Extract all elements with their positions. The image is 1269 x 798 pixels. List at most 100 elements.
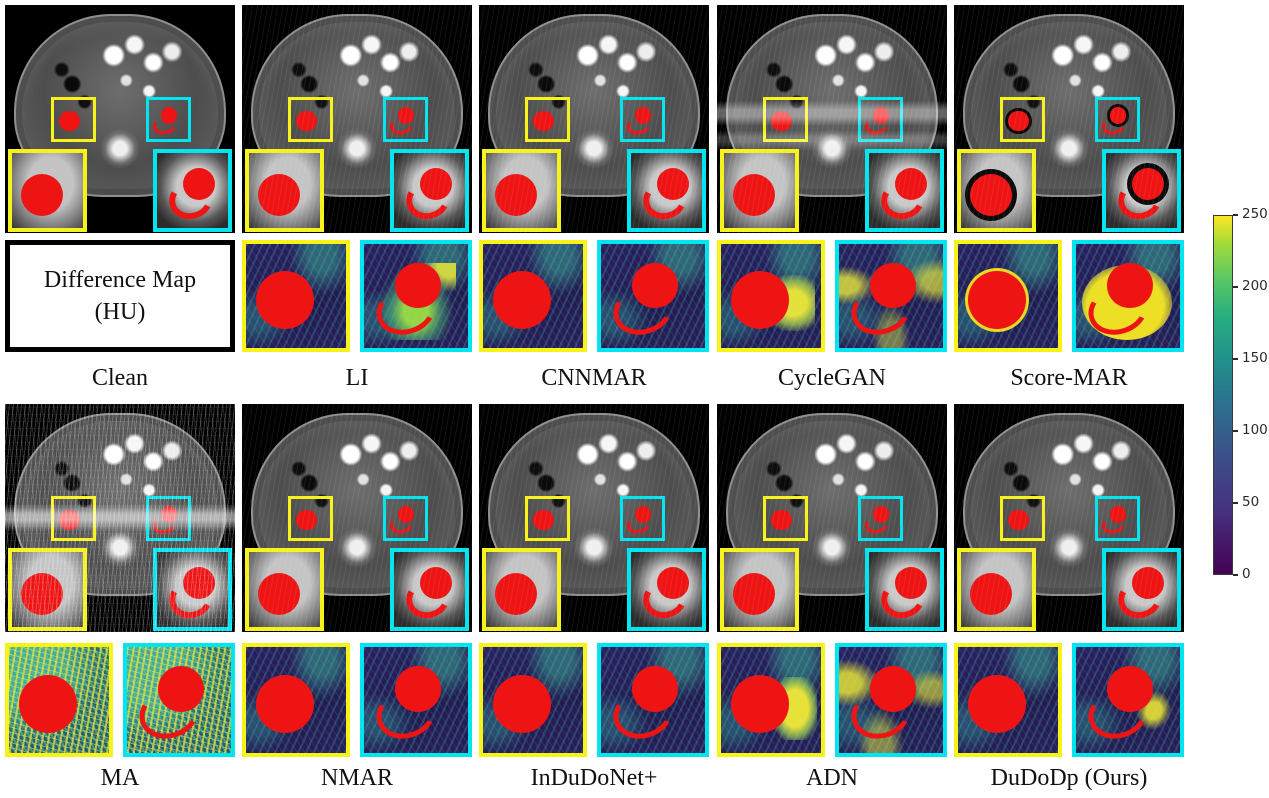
roi-box-cyan xyxy=(858,97,904,142)
metal-implant xyxy=(1008,111,1029,132)
roi-box-cyan xyxy=(620,496,666,541)
diff-map-score-mar-yellow xyxy=(954,240,1062,352)
ct-image-adn xyxy=(717,404,947,632)
zoom-inset-cyan xyxy=(1102,547,1181,631)
metal-mask xyxy=(158,666,204,712)
ct-image-indudonet-plus xyxy=(479,404,709,632)
method-label-score-mar: Score-MAR xyxy=(1010,364,1128,391)
roi-box-yellow xyxy=(525,97,570,142)
metal-mask xyxy=(256,674,314,733)
zoom-inset-yellow xyxy=(482,547,561,631)
metal-mask xyxy=(395,262,441,309)
metal-implant xyxy=(419,167,452,201)
roi-box-cyan xyxy=(1095,496,1141,541)
zoom-inset-yellow xyxy=(957,547,1036,631)
ct-image-ma xyxy=(5,404,235,632)
method-label-dudodp: DuDoDp (Ours) xyxy=(990,764,1148,791)
ct-image-dudodp xyxy=(954,404,1184,632)
method-label-cyclegan: CycleGAN xyxy=(778,364,886,391)
metal-implant xyxy=(969,173,1012,216)
metal-implant xyxy=(296,111,317,132)
metal-implant xyxy=(894,566,927,600)
roi-box-yellow xyxy=(51,97,96,142)
difference-map-label-line1: Difference Map xyxy=(43,266,197,293)
tick-label: 50 xyxy=(1242,494,1260,510)
diff-map-dudodp-yellow xyxy=(954,643,1062,757)
metal-implant xyxy=(771,510,792,531)
roi-box-cyan xyxy=(620,97,666,142)
metal-implant xyxy=(732,173,775,216)
ct-image-score-mar xyxy=(954,5,1184,233)
metal-mask xyxy=(395,666,441,712)
metal-implant xyxy=(494,173,537,216)
diff-map-adn-cyan xyxy=(835,643,947,757)
zoom-inset-cyan xyxy=(153,148,232,232)
metal-implant xyxy=(161,107,178,124)
diff-map-ma-cyan xyxy=(123,643,235,757)
metal-implant xyxy=(894,167,927,201)
tick-label: 100 xyxy=(1242,422,1268,438)
metal-implant xyxy=(732,572,775,615)
metal-implant xyxy=(257,572,300,615)
tick-mark xyxy=(1233,430,1238,432)
roi-box-yellow xyxy=(288,97,333,142)
metal-implant xyxy=(635,107,652,124)
ct-image-clean xyxy=(5,5,235,233)
method-label-ma: MA xyxy=(100,764,140,791)
zoom-inset-yellow xyxy=(957,148,1036,232)
colorbar: 250 200 150 100 50 0 xyxy=(1213,206,1269,582)
metal-implant xyxy=(635,506,652,523)
zoom-inset-cyan xyxy=(865,547,944,631)
metal-mask xyxy=(968,674,1026,733)
diff-map-ma-yellow xyxy=(5,643,113,757)
roi-box-cyan xyxy=(1095,97,1141,142)
metal-implant xyxy=(1131,566,1164,600)
difference-map-label-box: Difference Map (HU) xyxy=(5,240,235,352)
metal-implant xyxy=(969,572,1012,615)
metal-implant xyxy=(20,572,63,615)
diff-map-nmar-cyan xyxy=(360,643,472,757)
metal-mask xyxy=(632,262,678,309)
diff-map-nmar-yellow xyxy=(242,643,350,757)
metal-mask xyxy=(632,666,678,712)
metal-implant xyxy=(771,111,792,132)
metal-implant xyxy=(533,111,554,132)
metal-implant xyxy=(873,107,890,124)
metal-implant xyxy=(1110,107,1127,124)
difference-map-label-line2: (HU) xyxy=(94,299,146,325)
roi-box-cyan xyxy=(146,496,192,541)
method-label-nmar: NMAR xyxy=(320,764,393,791)
tick-label: 0 xyxy=(1242,566,1251,582)
metal-mask xyxy=(493,271,551,330)
method-label-li: LI xyxy=(345,364,369,391)
zoom-inset-cyan xyxy=(153,547,232,631)
metal-mask xyxy=(19,674,77,733)
metal-implant xyxy=(182,167,215,201)
method-label-indudonet-plus: InDuDoNet+ xyxy=(530,764,658,791)
metal-implant xyxy=(1131,167,1164,201)
metal-implant xyxy=(20,173,63,216)
ct-image-nmar xyxy=(242,404,472,632)
roi-box-cyan xyxy=(858,496,904,541)
roi-box-yellow xyxy=(525,496,570,541)
ct-image-cnnmar xyxy=(479,5,709,233)
roi-box-cyan xyxy=(146,97,192,142)
metal-mask xyxy=(731,674,789,733)
diff-map-li-cyan xyxy=(360,240,472,352)
diff-map-li-yellow xyxy=(242,240,350,352)
ct-image-cyclegan xyxy=(717,5,947,233)
tick-label: 250 xyxy=(1242,206,1268,222)
zoom-inset-yellow xyxy=(8,148,87,232)
tick-label: 150 xyxy=(1242,350,1268,366)
metal-implant xyxy=(296,510,317,531)
metal-mask xyxy=(870,666,916,712)
tick-label: 200 xyxy=(1242,278,1268,294)
diff-map-score-mar-cyan xyxy=(1072,240,1184,352)
zoom-inset-yellow xyxy=(720,148,799,232)
roi-box-yellow xyxy=(763,97,808,142)
ct-image-li xyxy=(242,5,472,233)
metal-implant xyxy=(257,173,300,216)
metal-mask xyxy=(968,271,1026,330)
metal-mask xyxy=(256,271,314,330)
